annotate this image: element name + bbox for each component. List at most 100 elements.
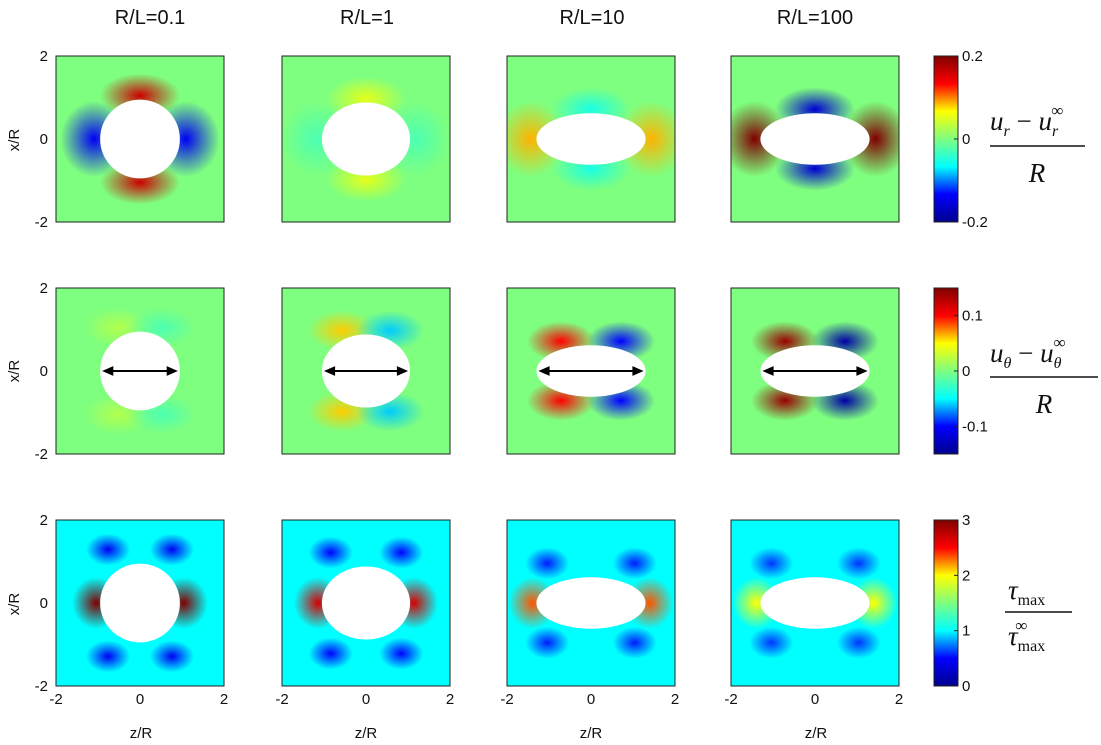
column-title-3: R/L=10: [559, 7, 624, 29]
x-tick-label: -2: [275, 691, 288, 708]
panel-frame: [281, 287, 451, 455]
inclusion: [321, 566, 411, 640]
arrowhead-right: [166, 366, 178, 376]
panel-r1-c3: [506, 55, 676, 223]
column-title-4: R/L=100: [777, 7, 853, 29]
x-tick-label: 0: [811, 691, 819, 708]
colorbar-tick-label: 2: [962, 567, 970, 584]
arrowhead-right: [856, 366, 868, 376]
panel-r1-c2: [281, 55, 451, 223]
arrowhead-left: [323, 366, 336, 376]
panel-r2-c3: [506, 287, 676, 455]
field-lobe: [749, 547, 794, 580]
x-axis-label-col-2: z/R: [355, 725, 378, 742]
colorbar-gradient: [933, 519, 959, 687]
panel-frame: [506, 55, 676, 223]
panel-frame: [506, 519, 676, 687]
colorbar-tick-label: 0: [962, 131, 970, 148]
colorbar-tick-label: -0.2: [962, 214, 988, 231]
panel-r1-c1: [55, 55, 225, 223]
panel-frame: [55, 287, 225, 455]
field-lobe: [841, 101, 899, 177]
field-lobe: [86, 533, 131, 566]
quantity-label-tau: τmax τmax∞: [1005, 575, 1072, 655]
field-lobe: [617, 101, 675, 177]
colorbar-tick-label: 3: [962, 512, 970, 529]
y-tick-label: -2: [35, 446, 48, 463]
colorbar-tick-label: -0.1: [962, 418, 988, 435]
column-title-1: R/L=0.1: [115, 7, 186, 29]
panel-grid: 20-220-220-2-2 0 2 -2 0 2 -2 0 2 -2 0 2: [35, 48, 904, 708]
panel-frame: [55, 519, 225, 687]
panel-r3-c4: [730, 519, 900, 687]
quantity-label-ur: ur − ur∞ R: [990, 101, 1085, 188]
y-tick-label: 0: [40, 595, 48, 612]
column-title-2: R/L=1: [340, 7, 394, 29]
field-lobe: [612, 547, 657, 580]
inclusion: [100, 563, 180, 643]
field-lobe: [612, 626, 657, 659]
field-lobe: [731, 101, 789, 177]
x-axis-label-col-4: z/R: [805, 725, 828, 742]
panel-frame: [730, 519, 900, 687]
y-axis-label-row-2: x/R: [6, 360, 23, 383]
inclusion: [536, 577, 646, 629]
field-lobe: [379, 536, 424, 569]
panel-r3-c1: [55, 519, 225, 687]
panel-r2-c1: [55, 287, 225, 455]
x-tick-label: 2: [895, 691, 903, 708]
field-lobe: [749, 626, 794, 659]
arrowhead-right: [632, 366, 644, 376]
colorbar-tick-label: 1: [962, 623, 970, 640]
y-tick-label: -2: [35, 214, 48, 231]
panel-frame: [281, 55, 451, 223]
panel-r2-c2: [281, 287, 451, 455]
y-tick-label: 0: [40, 131, 48, 148]
field-lobe: [379, 637, 424, 670]
panel-r3-c3: [506, 519, 676, 687]
field-lobe: [149, 533, 194, 566]
field-lobe: [836, 626, 881, 659]
inclusion: [321, 102, 411, 176]
x-tick-label: 2: [446, 691, 454, 708]
colorbar-row-1: 0.2 0 -0.2: [933, 48, 988, 231]
arrowhead-right: [396, 366, 409, 376]
field-lobe: [308, 637, 353, 670]
colorbar-tick-label: 0: [962, 678, 970, 695]
y-tick-label: 2: [40, 48, 48, 65]
y-tick-label: 0: [40, 363, 48, 380]
x-axis-label-col-3: z/R: [580, 725, 603, 742]
x-tick-label: 2: [671, 691, 679, 708]
panel-frame: [281, 519, 451, 687]
field-lobe: [836, 547, 881, 580]
svg-text:R: R: [1035, 389, 1053, 419]
inclusion: [760, 577, 870, 629]
svg-text:uθ − uθ∞: uθ − uθ∞: [990, 333, 1066, 372]
x-tick-label: -2: [724, 691, 737, 708]
x-tick-label: 0: [362, 691, 370, 708]
svg-text:τmax: τmax: [1008, 575, 1045, 609]
y-tick-label: 2: [40, 512, 48, 529]
y-tick-label: -2: [35, 678, 48, 695]
colorbar-tick-label: 0.2: [962, 48, 983, 65]
arrowhead-left: [102, 366, 114, 376]
panel-frame: [730, 287, 900, 455]
svg-text:R: R: [1028, 158, 1046, 188]
field-lobe: [86, 640, 131, 673]
arrowhead-left: [762, 366, 774, 376]
field-lobe: [525, 626, 570, 659]
quantity-label-utheta: uθ − uθ∞ R: [990, 333, 1098, 419]
svg-text:τmax∞: τmax∞: [1008, 616, 1045, 655]
x-tick-label: 0: [587, 691, 595, 708]
y-axis-label-row-3: x/R: [6, 593, 23, 616]
colorbar-row-2: 0.1 0 -0.1: [933, 287, 988, 455]
panel-frame: [55, 55, 225, 223]
colorbars: 0.2 0 -0.2 0.1 0 -0.1 3 2 1 0: [933, 48, 988, 695]
panel-frame: [730, 55, 900, 223]
field-lobe: [507, 101, 565, 177]
inclusion: [100, 99, 180, 179]
colorbar-tick-label: 0.1: [962, 308, 983, 325]
svg-text:ur − ur∞: ur − ur∞: [990, 101, 1063, 140]
x-tick-label: 0: [136, 691, 144, 708]
inclusion: [760, 113, 870, 165]
